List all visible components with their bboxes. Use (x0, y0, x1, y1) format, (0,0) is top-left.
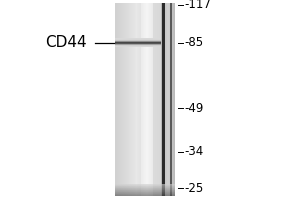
Bar (115, 3, 116, 196)
Bar (161, 3, 162, 196)
Bar (115, 193, 175, 194)
Bar (127, 3, 128, 196)
Bar (154, 3, 155, 196)
Bar (170, 3, 172, 196)
Bar (154, 3, 155, 196)
Bar (115, 190, 175, 191)
Bar (117, 3, 118, 196)
Bar (131, 3, 132, 196)
Text: -49: -49 (184, 102, 204, 115)
Bar (153, 3, 154, 196)
Bar (150, 3, 151, 196)
Text: -85: -85 (184, 36, 204, 49)
Bar (135, 3, 136, 196)
Bar (120, 3, 121, 196)
Bar (125, 3, 126, 196)
Bar (138, 3, 139, 196)
Bar (115, 185, 175, 186)
Text: CD44: CD44 (45, 35, 87, 50)
Bar (115, 188, 175, 189)
Bar (158, 3, 159, 196)
Bar (129, 3, 130, 196)
Bar (122, 3, 123, 196)
Text: -34: -34 (184, 145, 204, 158)
Bar (134, 3, 135, 196)
Bar (115, 186, 175, 187)
Bar (115, 191, 175, 192)
Bar (115, 194, 175, 195)
Bar (133, 3, 134, 196)
Bar (157, 3, 158, 196)
Bar (124, 3, 125, 196)
Bar (123, 3, 124, 196)
Bar (139, 3, 140, 196)
Bar (121, 3, 122, 196)
Bar (116, 3, 117, 196)
Bar (140, 3, 141, 196)
Bar (148, 3, 149, 196)
Bar (118, 3, 119, 196)
Bar (136, 3, 137, 196)
Bar (130, 3, 131, 196)
Bar (143, 3, 144, 196)
Bar (126, 3, 127, 196)
Bar (136, 3, 137, 196)
Bar (115, 195, 175, 196)
Bar (119, 3, 120, 196)
Bar (115, 189, 175, 190)
Text: -25: -25 (184, 182, 204, 194)
Bar (147, 3, 148, 196)
Bar (156, 3, 157, 196)
Bar (132, 3, 133, 196)
Bar (151, 3, 152, 196)
Bar (142, 3, 143, 196)
Bar (149, 3, 150, 196)
Text: -117: -117 (184, 0, 212, 11)
Bar (141, 3, 142, 196)
Bar (115, 187, 175, 188)
Bar (162, 3, 165, 196)
Bar (159, 3, 160, 196)
Bar (145, 3, 146, 196)
Bar (115, 184, 175, 185)
Bar (152, 3, 153, 196)
Bar (128, 3, 129, 196)
Bar (160, 3, 161, 196)
Bar (144, 3, 145, 196)
Bar (115, 192, 175, 193)
Bar (146, 3, 147, 196)
Bar (137, 3, 138, 196)
Bar (155, 3, 156, 196)
